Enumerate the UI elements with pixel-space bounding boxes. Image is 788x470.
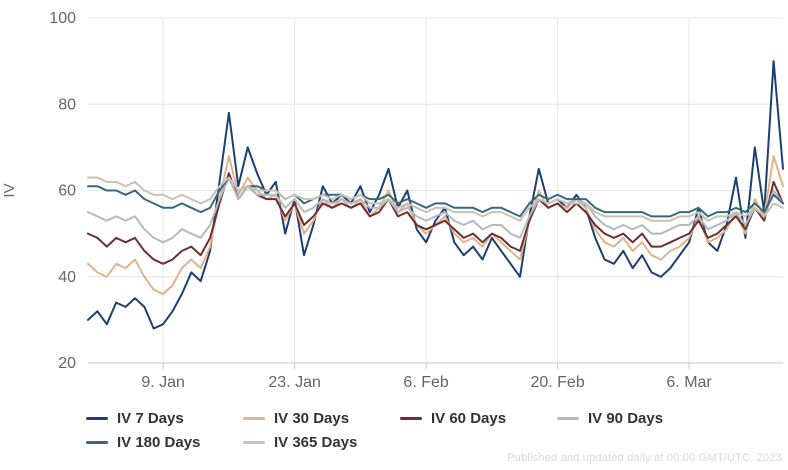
series-line-iv-60-days[interactable] <box>87 172 784 265</box>
series-line-iv-180-days[interactable] <box>87 176 784 218</box>
legend-item-iv-180-days[interactable]: IV 180 Days <box>86 430 243 454</box>
legend-swatch-iv-365-days <box>243 440 265 444</box>
legend-swatch-iv-30-days <box>243 416 265 420</box>
x-axis-tick-label: 23. Jan <box>268 374 320 391</box>
y-axis-tick-label: 60 <box>58 183 76 200</box>
legend-item-iv-365-days[interactable]: IV 365 Days <box>243 430 400 454</box>
legend-item-iv-30-days[interactable]: IV 30 Days <box>243 406 400 430</box>
y-axis-tick-label: 40 <box>58 269 76 286</box>
legend-label: IV 7 Days <box>117 409 184 427</box>
legend-label: IV 30 Days <box>274 409 350 427</box>
x-axis-tick-label: 20. Feb <box>530 374 584 391</box>
x-axis-tick-label: 6. Feb <box>403 374 448 391</box>
legend-label: IV 365 Days <box>274 433 358 451</box>
y-axis-tick-label: 20 <box>58 355 76 372</box>
legend-label: IV 180 Days <box>117 433 201 451</box>
legend-label: IV 60 Days <box>431 409 507 427</box>
legend-label: IV 90 Days <box>588 409 664 427</box>
legend-swatch-iv-180-days <box>86 440 108 444</box>
legend-swatch-iv-90-days <box>557 416 579 420</box>
legend-swatch-iv-60-days <box>400 416 422 420</box>
series-line-iv-90-days[interactable] <box>87 176 784 244</box>
y-axis-title: IV <box>1 183 18 197</box>
legend-item-iv-7-days[interactable]: IV 7 Days <box>86 406 243 430</box>
x-axis-tick-label: 9. Jan <box>141 374 185 391</box>
legend: IV 7 Days IV 30 Days IV 60 Days IV 90 Days I… <box>86 406 746 454</box>
series-line-iv-365-days[interactable] <box>87 176 784 222</box>
legend-item-iv-90-days[interactable]: IV 90 Days <box>557 406 714 430</box>
plot-area: 20 40 60 80 100 9. Jan 23. Jan 6. Feb 20. Feb 6. … <box>1 10 784 391</box>
y-axis-tick-label: 80 <box>58 96 76 113</box>
x-axis-tick-label: 6. Mar <box>666 374 712 391</box>
legend-swatch-iv-7-days <box>86 416 108 420</box>
y-axis-tick-label: 100 <box>49 10 76 27</box>
legend-item-iv-60-days[interactable]: IV 60 Days <box>400 406 557 430</box>
series-line-iv-7-days[interactable] <box>87 60 784 330</box>
watermark-text: Published and updated daily at 00:00 GMT… <box>507 452 782 464</box>
